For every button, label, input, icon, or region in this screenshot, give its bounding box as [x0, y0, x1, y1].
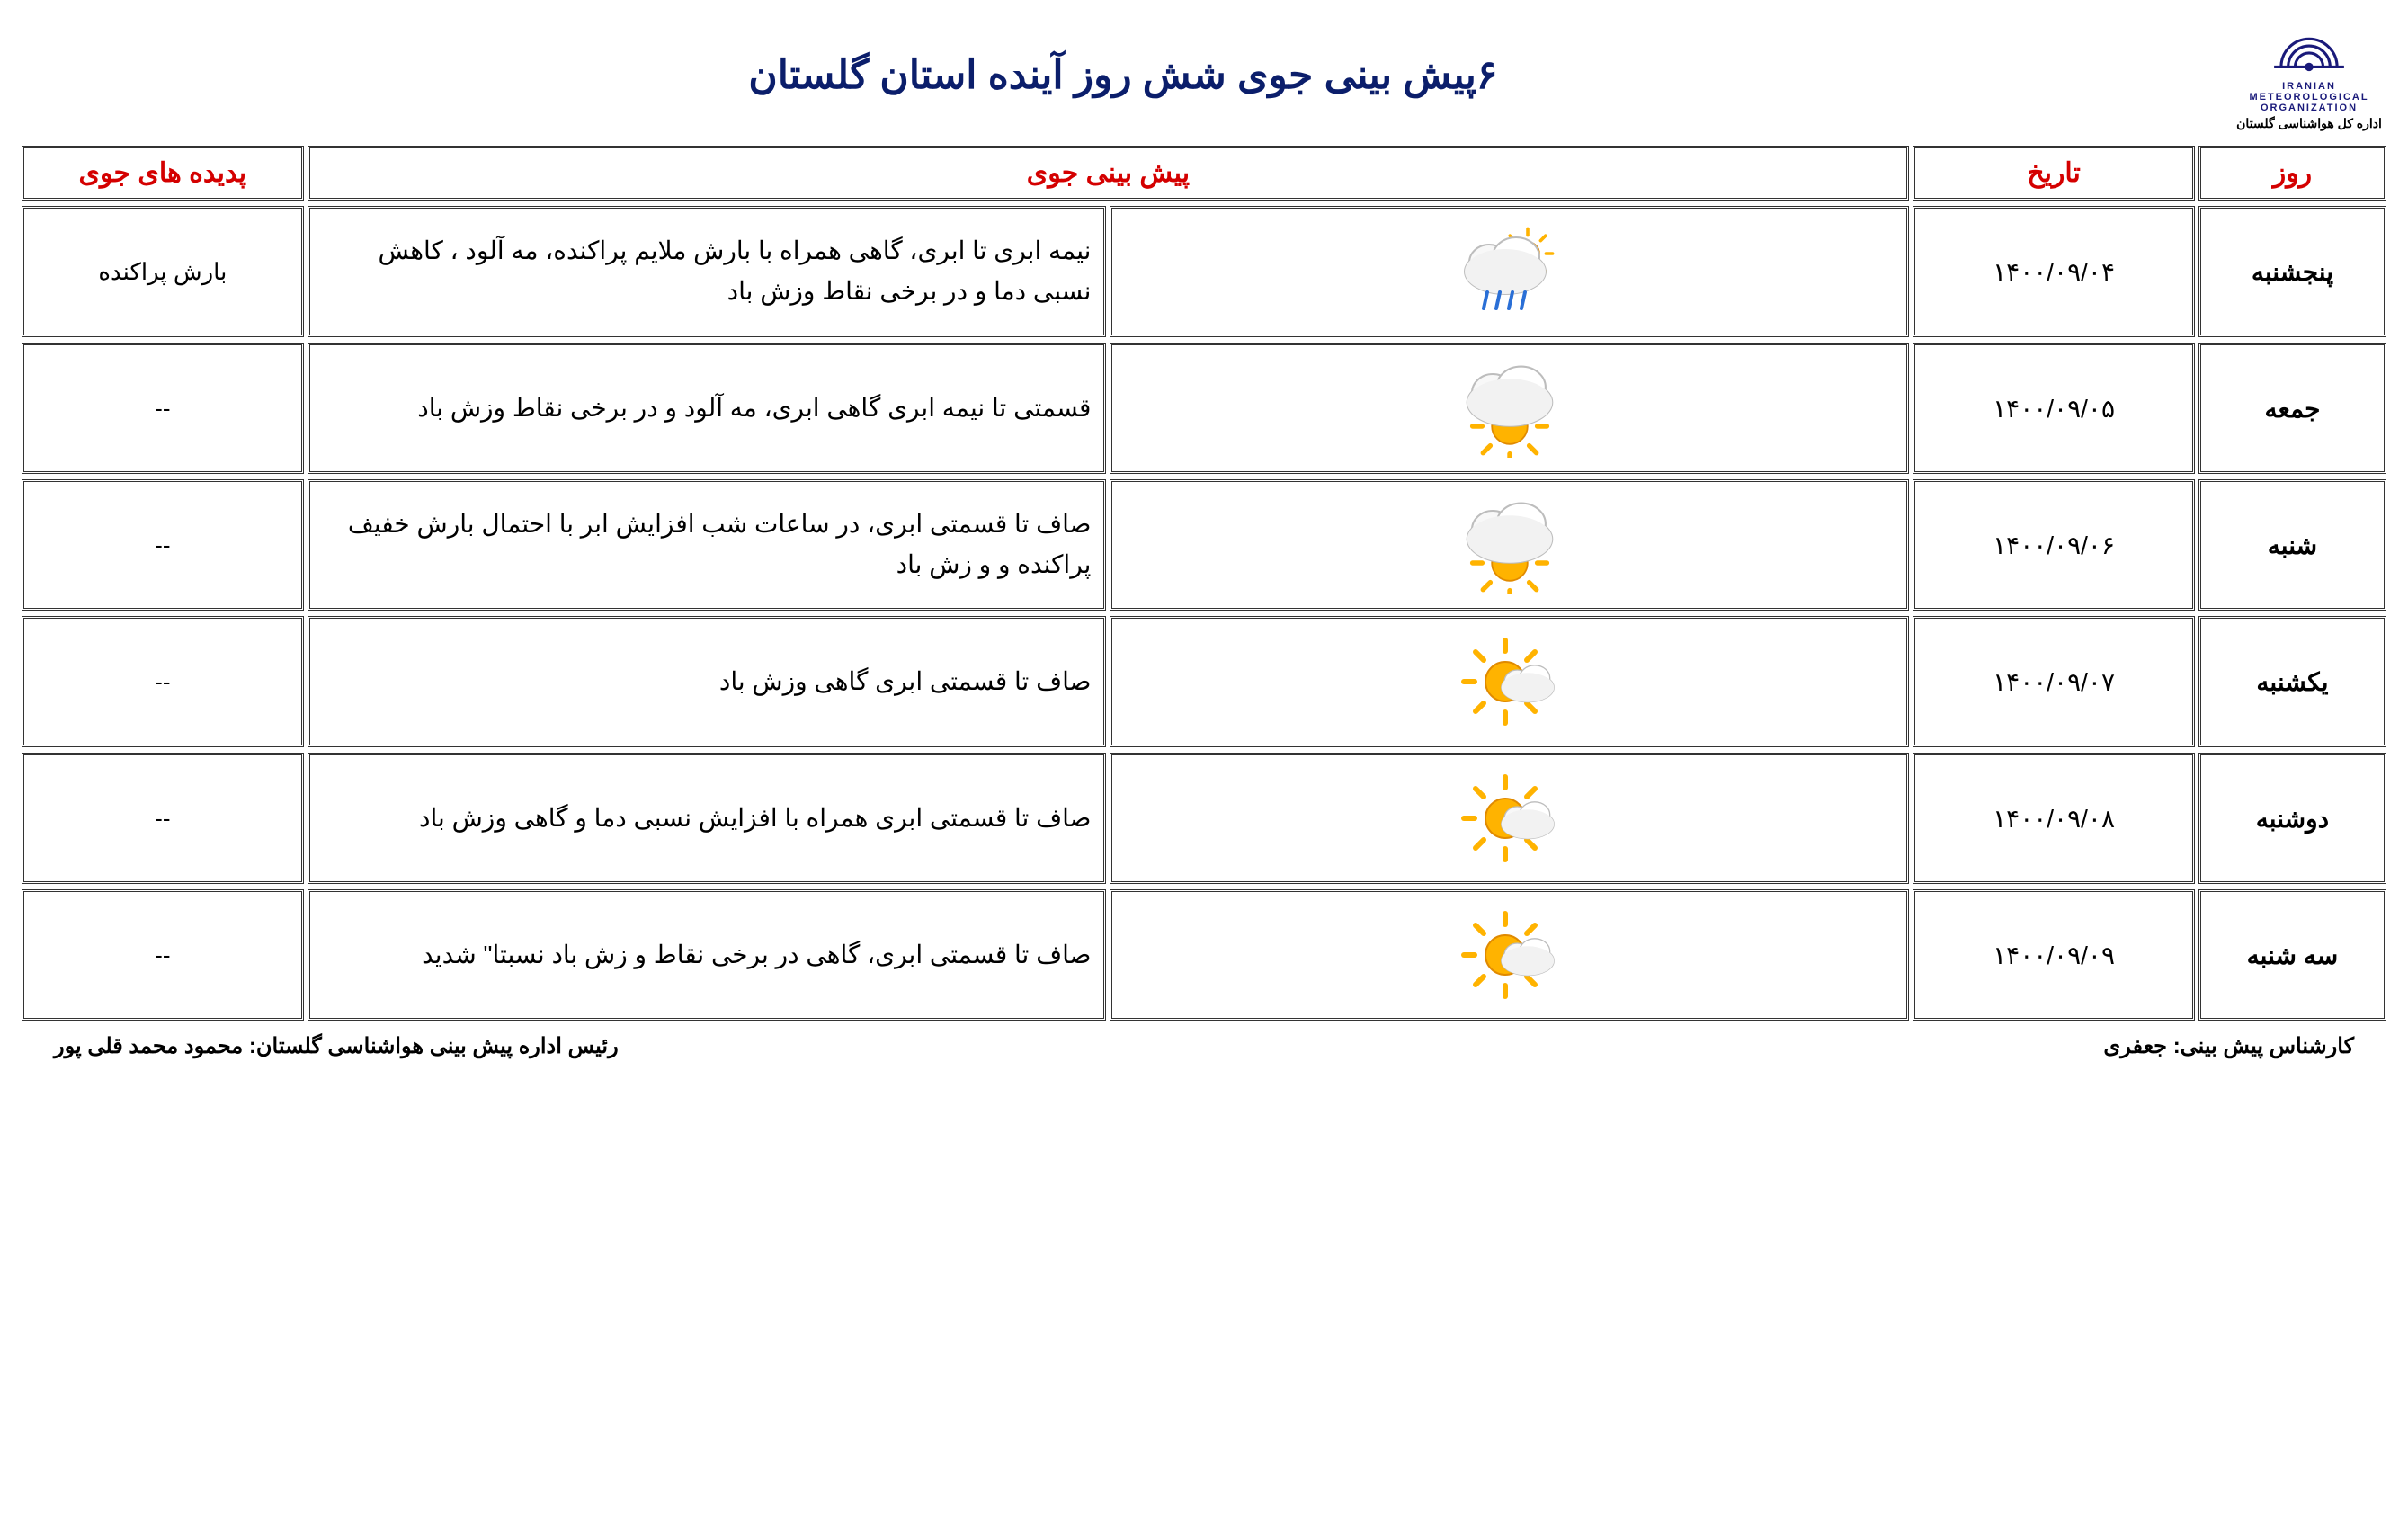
col-header-date: تاریخ [1913, 146, 2195, 201]
weather-icon [1125, 354, 1894, 462]
col-header-forecast: پیش بینی جوی [308, 146, 1910, 201]
forecast-expert: کارشناس پیش بینی: جعفری [2103, 1033, 2354, 1059]
col-header-day: روز [2198, 146, 2386, 201]
org-persian-name: اداره کل هواشناسی گلستان [2236, 116, 2382, 131]
forecast-document: IRANIAN METEOROLOGICAL ORGANIZATION ادار… [18, 18, 2390, 1059]
cell-phenomena: -- [22, 616, 304, 747]
cell-phenomena: -- [22, 479, 304, 611]
cell-icon [1110, 889, 1909, 1021]
meteorology-logo-icon [2264, 18, 2354, 81]
forecast-description: قسمتی تا نیمه ابری گاهی ابری، مه آلود و … [323, 388, 1092, 429]
cell-icon [1110, 343, 1909, 474]
cell-date: ۱۴۰۰/۰۹/۰۹ [1913, 889, 2195, 1021]
cell-day: شنبه [2198, 479, 2386, 611]
table-row: پنجشنبه۱۴۰۰/۰۹/۰۴ نیمه ابری تا ابری، گاهی… [22, 206, 2386, 337]
cell-date: ۱۴۰۰/۰۹/۰۴ [1913, 206, 2195, 337]
forecast-description: صاف تا قسمتی ابری، گاهی در برخی نقاط و ز… [323, 935, 1092, 976]
cell-desc: صاف تا قسمتی ابری، گاهی در برخی نقاط و ز… [308, 889, 1107, 1021]
table-row: دوشنبه۱۴۰۰/۰۹/۰۸ صاف تا قسمتی ابری همراه … [22, 753, 2386, 884]
cell-phenomena: -- [22, 889, 304, 1021]
cell-phenomena: بارش پراکنده [22, 206, 304, 337]
cell-day: جمعه [2198, 343, 2386, 474]
cell-desc: صاف تا قسمتی ابری گاهی وزش باد [308, 616, 1107, 747]
forecast-description: صاف تا قسمتی ابری گاهی وزش باد [323, 662, 1092, 702]
cell-desc: صاف تا قسمتی ابری، در ساعات شب افزایش اب… [308, 479, 1107, 611]
chief-name: محمود محمد قلی پور [54, 1034, 243, 1058]
weather-icon [1125, 901, 1894, 1009]
table-row: شنبه۱۴۰۰/۰۹/۰۶ صاف تا قسمتی ابری، در ساعا… [22, 479, 2386, 611]
weather-icon [1125, 218, 1894, 326]
table-row: سه شنبه۱۴۰۰/۰۹/۰۹ صاف تا قسمتی ابری، گاهی… [22, 889, 2386, 1021]
cell-day: سه شنبه [2198, 889, 2386, 1021]
table-row: جمعه۱۴۰۰/۰۹/۰۵ قسمتی تا نیمه ابری گاهی اب… [22, 343, 2386, 474]
weather-icon [1125, 764, 1894, 872]
cell-icon [1110, 479, 1909, 611]
cell-day: پنجشنبه [2198, 206, 2386, 337]
cell-date: ۱۴۰۰/۰۹/۰۵ [1913, 343, 2195, 474]
cell-desc: نیمه ابری تا ابری، گاهی همراه با بارش مل… [308, 206, 1107, 337]
cell-date: ۱۴۰۰/۰۹/۰۶ [1913, 479, 2195, 611]
cell-icon [1110, 616, 1909, 747]
cell-day: یکشنبه [2198, 616, 2386, 747]
cell-icon [1110, 753, 1909, 884]
cell-phenomena: -- [22, 343, 304, 474]
cell-day: دوشنبه [2198, 753, 2386, 884]
forecast-description: صاف تا قسمتی ابری همراه با افزایش نسبی د… [323, 799, 1092, 839]
cell-phenomena: -- [22, 753, 304, 884]
org-english-name: IRANIAN METEOROLOGICAL ORGANIZATION [2228, 81, 2390, 113]
table-header-row: روز تاریخ پیش بینی جوی پدیده های جوی [22, 146, 2386, 201]
title-block: ۶پیش بینی جوی شش روز آینده استان گلستان [18, 52, 2228, 98]
header: IRANIAN METEOROLOGICAL ORGANIZATION ادار… [18, 18, 2390, 131]
forecast-table: روز تاریخ پیش بینی جوی پدیده های جوی پنج… [18, 140, 2390, 1026]
expert-name: جعفری [2103, 1034, 2167, 1058]
weather-icon [1125, 491, 1894, 599]
cell-desc: صاف تا قسمتی ابری همراه با افزایش نسبی د… [308, 753, 1107, 884]
forecast-description: نیمه ابری تا ابری، گاهی همراه با بارش مل… [323, 231, 1092, 312]
weather-icon [1125, 628, 1894, 736]
footer: کارشناس پیش بینی: جعفری رئیس اداره پیش ب… [18, 1026, 2390, 1059]
forecast-description: صاف تا قسمتی ابری، در ساعات شب افزایش اب… [323, 504, 1092, 585]
forecast-chief: رئیس اداره پیش بینی هواشناسی گلستان: محم… [54, 1033, 619, 1059]
cell-date: ۱۴۰۰/۰۹/۰۷ [1913, 616, 2195, 747]
expert-label: کارشناس پیش بینی: [2173, 1034, 2354, 1058]
col-header-phenomena: پدیده های جوی [22, 146, 304, 201]
cell-date: ۱۴۰۰/۰۹/۰۸ [1913, 753, 2195, 884]
cell-icon [1110, 206, 1909, 337]
page-title: ۶پیش بینی جوی شش روز آینده استان گلستان [18, 52, 2228, 98]
table-row: یکشنبه۱۴۰۰/۰۹/۰۷ صاف تا قسمتی ابری گاهی و… [22, 616, 2386, 747]
logo-block: IRANIAN METEOROLOGICAL ORGANIZATION ادار… [2228, 18, 2390, 131]
chief-label: رئیس اداره پیش بینی هواشناسی گلستان: [249, 1034, 619, 1058]
cell-desc: قسمتی تا نیمه ابری گاهی ابری، مه آلود و … [308, 343, 1107, 474]
